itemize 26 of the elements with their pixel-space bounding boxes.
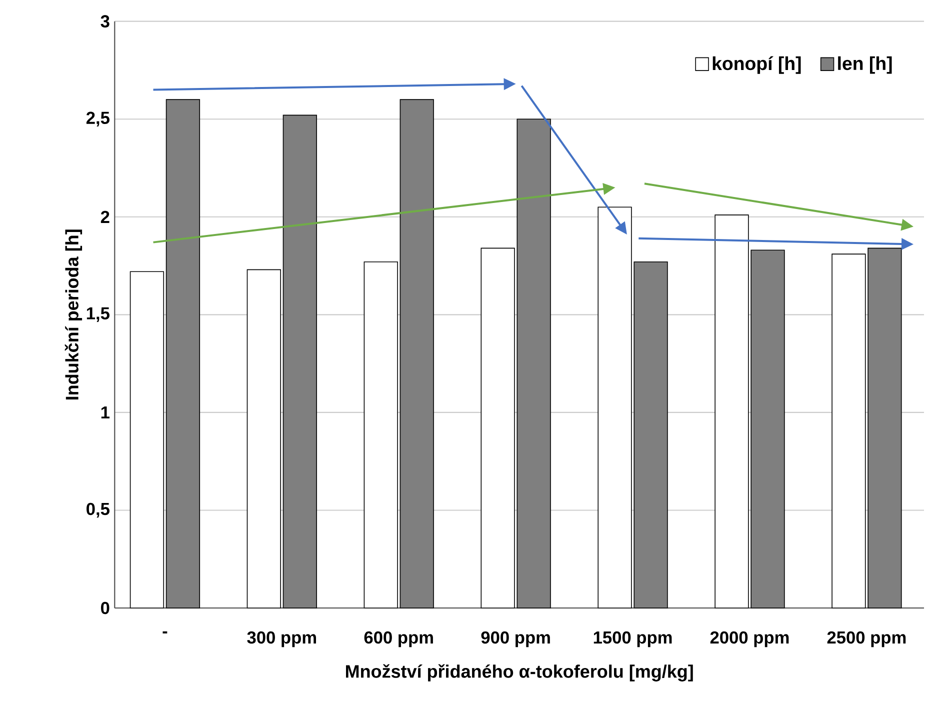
x-tick-label: 2000 ppm <box>710 631 789 648</box>
legend-label: len [h] <box>838 56 892 74</box>
x-axis-title: Množství přidaného α-tokoferolu [mg/kg] <box>346 664 693 682</box>
y-tick-label: 2 <box>100 210 110 223</box>
bar <box>400 99 434 608</box>
bar <box>480 248 515 608</box>
x-tick-label: 2500 ppm <box>827 631 906 648</box>
bar <box>364 261 398 608</box>
x-tick-label: 900 ppm <box>481 631 550 648</box>
y-tick-label: 2,5 <box>86 112 110 126</box>
x-tick-label: - <box>162 631 168 634</box>
bar <box>130 271 164 608</box>
legend-label: konopí [h] <box>712 56 801 74</box>
y-tick-label: 0,5 <box>86 502 110 518</box>
x-tick-label: 1500 ppm <box>594 631 672 648</box>
y-tick-label: 0 <box>101 602 110 614</box>
y-tick-label: 3 <box>100 15 110 28</box>
y-tick-label: 1,5 <box>86 307 110 322</box>
y-tick-label: 1 <box>101 406 110 418</box>
bar <box>282 114 317 608</box>
bar <box>246 269 281 608</box>
bar <box>516 118 551 608</box>
x-tick-label: 300 ppm <box>247 631 316 648</box>
x-tick-label: 600 ppm <box>364 631 433 648</box>
bar <box>166 99 200 608</box>
y-axis-title: Indukční perioda [h] <box>64 230 82 400</box>
